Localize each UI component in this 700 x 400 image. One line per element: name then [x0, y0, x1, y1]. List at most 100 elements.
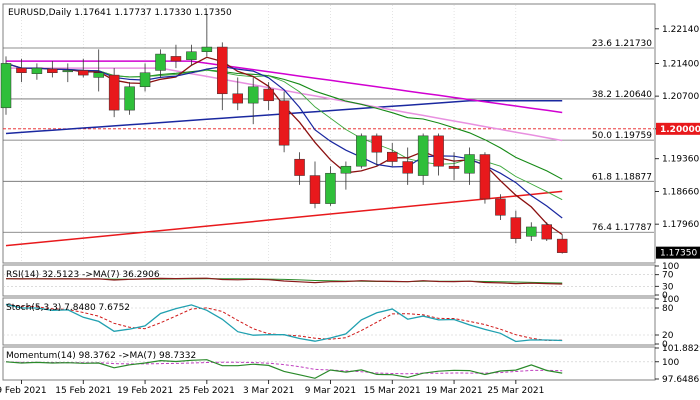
current-price-box: 1.17350: [656, 246, 700, 259]
stoch-axis-tick-label: 0: [662, 340, 668, 350]
candle-body: [78, 70, 89, 76]
candle-24-Mar: [495, 194, 506, 220]
stoch-header: Stoch(5,3,3) 7.8480 7.6752: [6, 303, 130, 313]
candle-body: [217, 46, 228, 95]
stoch-lines: [3, 303, 655, 343]
stoch-axis-tick-label: 100: [662, 295, 679, 305]
fib-label: 61.8 1.18877: [592, 172, 652, 182]
candle-body: [0, 63, 12, 109]
candle-body: [62, 70, 74, 73]
candle-body: [510, 217, 522, 239]
candle-body: [232, 93, 243, 104]
rsi-axis-tick-label: 70: [662, 271, 674, 281]
momentum-line: [5, 359, 563, 379]
candle-24-Feb: [186, 44, 197, 66]
candle-10-Feb: [31, 63, 43, 80]
price-tick-label: 1.17960: [662, 220, 699, 230]
candle-9-Mar: [325, 166, 336, 206]
stoch-panel: Stoch(5,3,3) 7.8480 7.6752: [2, 297, 656, 346]
candle-body: [325, 172, 336, 204]
candle-body: [139, 72, 151, 88]
rsi-line: [5, 277, 563, 285]
candle-body: [16, 67, 27, 74]
stoch-axis-tick-label: 80: [662, 304, 674, 314]
current-box-bg: [656, 246, 700, 259]
candle-11-Feb: [47, 61, 58, 78]
candle-body: [371, 135, 383, 153]
candle-4-Mar: [278, 91, 290, 153]
candle-9-Feb: [16, 58, 27, 83]
candle-8-Feb: [0, 56, 12, 115]
candle-25-Feb: [201, 14, 213, 57]
momentum-header: Momentum(14) 98.3762 ->MA(7) 98.7332: [6, 351, 196, 361]
candle-23-Mar: [479, 152, 491, 204]
candle-body: [124, 86, 135, 111]
price-tick-label: 1.20700: [662, 92, 699, 102]
date-axis: 9 Feb 2021 15 Feb 2021 19 Feb 2021 25 Feb 2…: [0, 380, 544, 396]
candle-body: [556, 238, 568, 253]
candle-15-Mar: [387, 142, 398, 167]
mom-axis-tick-label: 100: [662, 358, 679, 368]
rsi-axis-tick-label: 30: [662, 282, 674, 292]
candlesticks: [0, 14, 568, 254]
candle-5-Mar: [294, 152, 305, 185]
candle-16-Feb: [93, 49, 104, 92]
candle-body: [433, 135, 444, 167]
fib-label: 23.6 1.21730: [592, 39, 652, 49]
candle-body: [186, 51, 197, 60]
candle-12-Feb: [62, 63, 74, 83]
candle-body: [356, 135, 367, 167]
candle-body: [47, 68, 58, 74]
main-panel-frame: [2, 3, 656, 264]
candle-18-Feb: [124, 82, 135, 115]
date-label: 25 Mar 2021: [487, 386, 544, 396]
candle-body: [402, 161, 413, 174]
candle-body: [93, 72, 104, 78]
stoch-panel-frame: [2, 297, 656, 346]
candle-26-Feb: [217, 42, 228, 111]
candle-body: [495, 198, 506, 216]
candle-8-Mar: [309, 161, 321, 209]
rsi-axis-tick-label: 100: [662, 262, 679, 272]
ma-long-red: [5, 190, 563, 247]
fib-label: 50.0 1.19759: [592, 131, 652, 141]
candle-body: [170, 56, 182, 62]
current-box-label: 1.17350: [660, 249, 697, 259]
candle-body: [263, 88, 274, 102]
candle-25-Mar: [510, 210, 522, 244]
level-box-bg: [656, 122, 700, 135]
candle-26-Mar: [526, 222, 537, 241]
date-label: 19 Mar 2021: [426, 386, 483, 396]
candle-15-Feb: [78, 58, 89, 78]
candle-1-Mar: [232, 77, 243, 111]
candle-30-Mar: [556, 234, 568, 254]
momentum-lines: [3, 359, 655, 379]
rsi-panel: RSI(14) 32.5123 ->MA(7) 36.2906: [2, 264, 656, 297]
candle-body: [155, 53, 166, 71]
candle-17-Mar: [417, 133, 429, 185]
candle-body: [278, 100, 290, 146]
stoch-axis-tick-label: 20: [662, 331, 674, 341]
stoch-main-line: [5, 303, 563, 343]
momentum-axis: 101.8829 100 97.6486: [655, 344, 700, 385]
main-price-panel: 23.6 1.21730 38.2 1.20640 50.0 1.19759 61.8…: [0, 3, 656, 264]
price-axis: 1.22140 1.21400 1.20700 1.20000 1.19360 1.186…: [655, 25, 700, 259]
candle-body: [201, 46, 213, 52]
candle-18-Mar: [433, 133, 444, 176]
date-label: 15 Feb 2021: [55, 386, 111, 396]
price-tick-label: 1.18660: [662, 187, 699, 197]
candle-16-Mar: [402, 147, 413, 185]
candle-body: [108, 74, 120, 111]
candle-body: [526, 226, 537, 237]
candle-22-Feb: [155, 49, 166, 78]
candle-body: [448, 165, 460, 169]
date-label: 19 Feb 2021: [117, 386, 173, 396]
rsi-axis-tick-label: 0: [662, 291, 668, 301]
main-header: EURUSD,Daily 1.17641 1.17737 1.17330 1.1…: [8, 8, 232, 18]
rsi-lines: [3, 274, 655, 287]
momentum-panel: Momentum(14) 98.3762 ->MA(7) 98.7332: [2, 346, 656, 381]
mom-axis-tick-label: 101.8829: [662, 344, 700, 354]
